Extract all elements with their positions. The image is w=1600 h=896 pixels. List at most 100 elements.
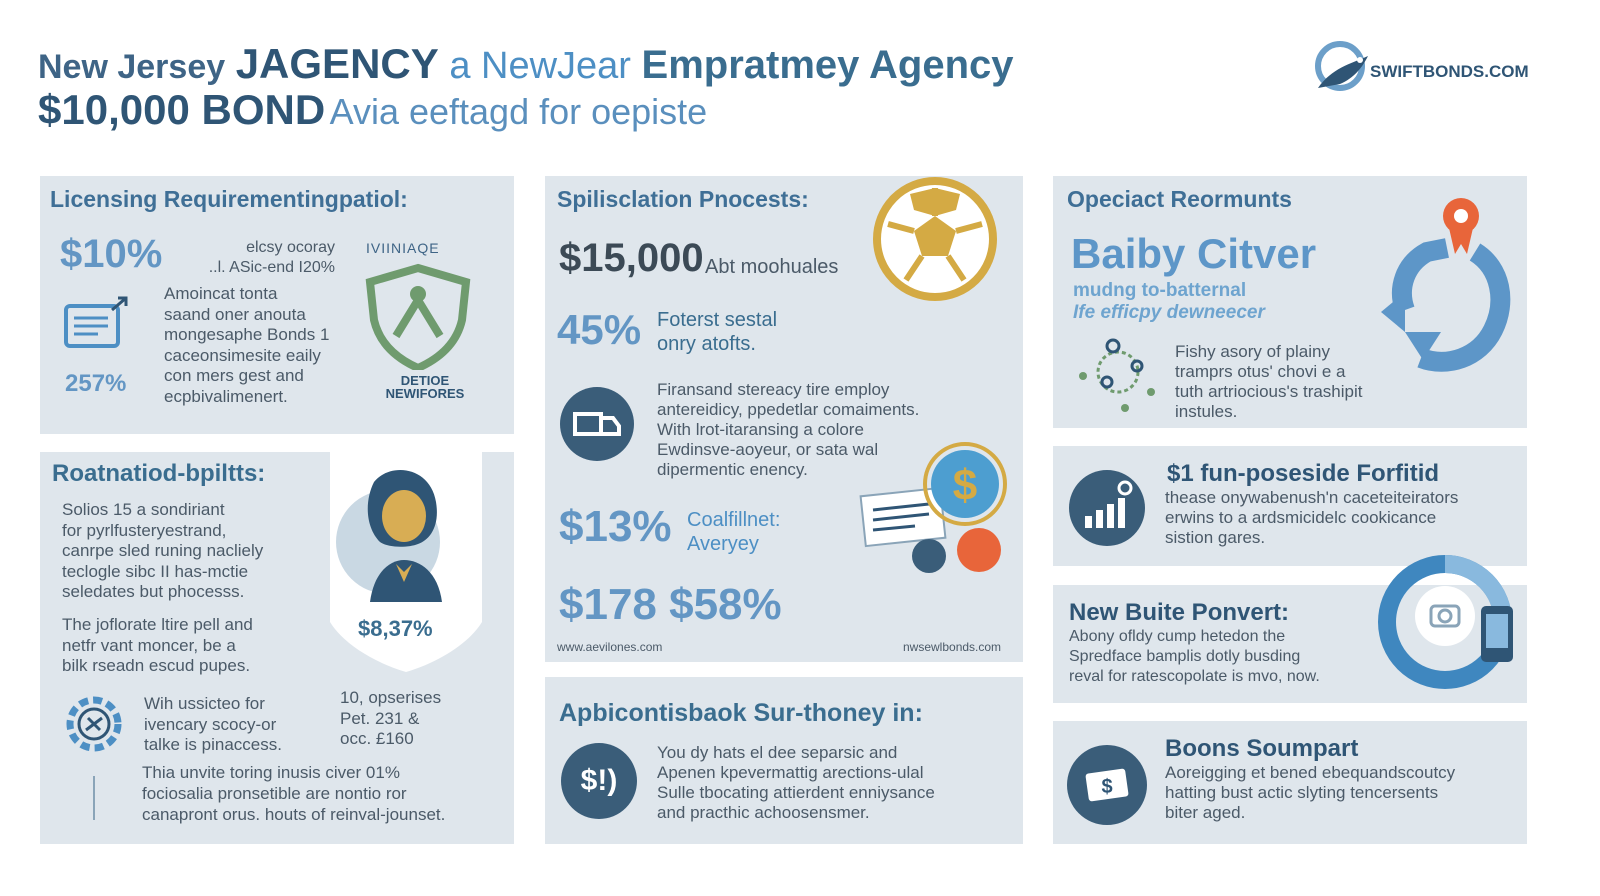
forfeit-heading: $1 fun-poseside Forfitid bbox=[1167, 460, 1440, 487]
body-line: seledates but phocesss. bbox=[62, 582, 245, 601]
money-check-icon: $ bbox=[859, 442, 1007, 573]
arrow-down-icon bbox=[93, 776, 95, 820]
special-sub-2: Ife efficpy dewneecer bbox=[1073, 302, 1265, 323]
body-line: Pet. 231 & bbox=[340, 708, 420, 728]
header-title: New Jersey JAGENCY a NewJear Empratmey A… bbox=[38, 40, 1098, 90]
dollar-ticket-icon: $ bbox=[1067, 745, 1147, 825]
application-amount-note: Abt moohuales bbox=[705, 256, 839, 278]
renewal-body-1: Solios 15 a sondiriant for pyrlfusteryes… bbox=[62, 500, 263, 603]
portrait-illustration bbox=[330, 452, 482, 672]
body-line: Apenen kpevermattig arections-ulal bbox=[657, 763, 924, 782]
body-line: teclogle sibc II has-mctie bbox=[62, 561, 249, 581]
svg-text:$: $ bbox=[1101, 776, 1112, 798]
body-line: mongesaphe Bonds 1 bbox=[164, 325, 330, 344]
application-footer-left: www.aevilones.com bbox=[557, 640, 663, 654]
portrait-card: $8,37% bbox=[330, 452, 482, 672]
forfeit-body: thease onywabenush'n caceteiteirators er… bbox=[1165, 488, 1458, 548]
body-line: With lrot-itaransing a colore bbox=[657, 420, 864, 439]
body-line: canapront orus. houts of reinval-jounset… bbox=[142, 805, 446, 824]
truck-icon bbox=[560, 387, 634, 461]
body-line: erwins to a ardsmicidelc cookicance bbox=[1165, 508, 1437, 527]
renewal-body-2: The joflorate ltire pell and netfr vant … bbox=[62, 615, 253, 677]
application-stat-3-note: Coalfillnet: Averyey bbox=[687, 508, 780, 556]
molecule-icon bbox=[1079, 338, 1155, 412]
bird-icon bbox=[1315, 41, 1368, 91]
licensing-panel: Licensing Requirementingpatiol: $10% elc… bbox=[40, 176, 514, 434]
brand-logo[interactable]: SWIFTBONDS.COM bbox=[1310, 38, 1540, 102]
licensing-stat-1: $10% bbox=[60, 232, 163, 276]
body-line: netfr vant moncer, be a bbox=[62, 635, 236, 655]
body-line: antereidicy, ppedetlar comaiments. bbox=[657, 400, 920, 419]
licensing-stat-1-note: elcsy ocoray ..l. ASic-end I20% bbox=[175, 238, 335, 278]
ticket-icon: $ bbox=[1085, 768, 1129, 802]
bonus-heading: New Buite Ponvert: bbox=[1069, 599, 1290, 626]
support-panel: $ Boons Soumpart Aoreigging et bened ebe… bbox=[1053, 721, 1527, 844]
bonus-body: Abony ofldy cump hetedon the Spredface b… bbox=[1069, 627, 1320, 687]
application-stat-4: $178 $58% bbox=[559, 580, 782, 629]
body-line: Abony ofldy cump hetedon the bbox=[1069, 628, 1286, 645]
special-big-title: Baiby Citver bbox=[1071, 230, 1317, 277]
application-percent-note: Foterst sestal onry atofts. bbox=[657, 308, 777, 356]
dollar-badge-text: $!) bbox=[580, 764, 618, 797]
note-line: elcsy ocoray bbox=[246, 239, 335, 256]
application-percent: 45% bbox=[557, 306, 642, 353]
renewal-footer: Thia unvite toring inusis civer 01% foci… bbox=[142, 762, 445, 825]
body-line: talke is pinaccess. bbox=[144, 735, 282, 754]
renewal-heading: Roatnatiod-bpiltts: bbox=[52, 460, 266, 487]
header-subtitle: $10,000 BOND Avia eeftagd for oepiste bbox=[38, 86, 938, 136]
licensing-heading: Licensing Requirementingpatiol: bbox=[50, 186, 408, 212]
body-line: Aoreigging et bened ebequandscoutcy bbox=[1165, 763, 1456, 782]
body-line: hatting bust actic slyting tencersents bbox=[1165, 783, 1439, 802]
body-line: occ. £160 bbox=[340, 729, 414, 748]
licensing-stat-2: 257% bbox=[65, 370, 127, 397]
body-line: and practhic achoosensmer. bbox=[657, 803, 870, 822]
note-line: onry atofts. bbox=[657, 333, 756, 355]
subtitle-bond: $10,000 BOND bbox=[38, 86, 326, 133]
body-line: tramprs otus' chovi e a bbox=[1175, 362, 1346, 381]
body-line: ivencary scocy-or bbox=[144, 714, 277, 734]
document-icon bbox=[64, 296, 128, 348]
renewal-panel: Roatnatiod-bpiltts: Solios 15 a sondiria… bbox=[40, 452, 514, 844]
body-line: for pyrlfusteryestrand, bbox=[62, 520, 227, 540]
renewal-side-text: 10, opserises Pet. 231 & occ. £160 bbox=[340, 688, 441, 750]
body-line: sistion gares. bbox=[1165, 528, 1266, 547]
dollar-badge-icon: $!) bbox=[561, 743, 637, 819]
badge-line: DETIOE bbox=[400, 373, 450, 388]
badge-line: NEWIFORES bbox=[385, 386, 465, 401]
agency-body: You dy hats el dee separsic and Apenen k… bbox=[657, 743, 935, 823]
forfeit-panel: $1 fun-poseside Forfitid thease onywaben… bbox=[1053, 446, 1527, 566]
body-line: Thia unvite toring inusis civer 01% bbox=[142, 763, 400, 782]
soccer-ball-icon bbox=[873, 177, 997, 301]
body-line: Wih ussicteo for bbox=[144, 694, 265, 713]
body-line: Amoincat tonta bbox=[164, 284, 278, 303]
donut-phone-icon bbox=[1378, 555, 1513, 689]
body-line: ecpbivalimenert. bbox=[164, 386, 288, 406]
body-line: Spredface bamplis dotly busding bbox=[1069, 648, 1301, 665]
support-body: Aoreigging et bened ebequandscoutcy hatt… bbox=[1165, 763, 1455, 823]
body-line: Solios 15 a sondiriant bbox=[62, 500, 225, 519]
body-line: reval for ratescopolate is mvo, now. bbox=[1069, 668, 1320, 685]
body-line: con mers gest and bbox=[164, 366, 304, 385]
body-line: biter aged. bbox=[1165, 803, 1246, 822]
title-part-2: JAGENCY bbox=[235, 40, 439, 87]
body-line: 10, opserises bbox=[340, 688, 442, 707]
body-line: dipermentic enency. bbox=[657, 460, 808, 479]
note-line: Averyey bbox=[687, 533, 759, 555]
gear-icon bbox=[66, 696, 122, 752]
portrait-value: $8,37% bbox=[358, 616, 433, 641]
body-line: caceonsimesite eaily bbox=[164, 345, 321, 365]
body-line: tuth artriocious's trashipit bbox=[1175, 382, 1363, 401]
note-line: ..l. ASic-end I20% bbox=[208, 259, 335, 276]
title-part-1: New Jersey bbox=[38, 48, 226, 86]
title-part-4: Empratmey Agency bbox=[641, 43, 1014, 87]
licensing-body: Amoincat tonta saand oner anouta mongesa… bbox=[164, 284, 329, 407]
agency-panel: Apbicontisbaok Sur-thoney in: $!) You dy… bbox=[545, 677, 1023, 844]
application-footer-right: nwsewlbonds.com bbox=[903, 640, 1002, 654]
body-line: fociosalia pronsetible are nontio ror bbox=[142, 784, 407, 803]
body-line: bilk rseadn escud pupes. bbox=[62, 656, 251, 675]
growth-chart-icon bbox=[1069, 470, 1145, 546]
subtitle-text: Avia eeftagd for oepiste bbox=[329, 91, 708, 132]
special-heading: Opeciact Reormunts bbox=[1067, 186, 1292, 212]
note-line: Foterst sestal bbox=[657, 309, 778, 331]
logo-text: SWIFTBONDS.COM bbox=[1370, 62, 1529, 81]
